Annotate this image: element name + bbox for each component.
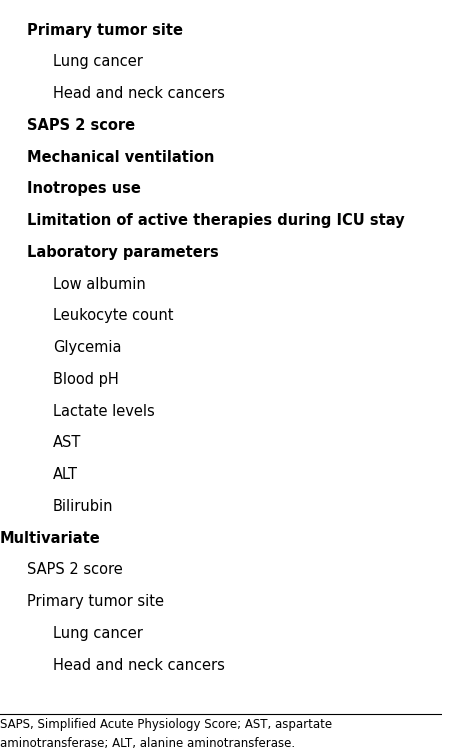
Text: Mechanical ventilation: Mechanical ventilation [27,150,214,165]
Text: Lung cancer: Lung cancer [53,626,143,641]
Text: aminotransferase; ALT, alanine aminotransferase.: aminotransferase; ALT, alanine aminotran… [0,737,295,750]
Text: Bilirubin: Bilirubin [53,499,113,514]
Text: Primary tumor site: Primary tumor site [27,23,182,38]
Text: Head and neck cancers: Head and neck cancers [53,658,225,673]
Text: Lung cancer: Lung cancer [53,54,143,70]
Text: SAPS 2 score: SAPS 2 score [27,118,135,133]
Text: Glycemia: Glycemia [53,340,121,355]
Text: Limitation of active therapies during ICU stay: Limitation of active therapies during IC… [27,213,404,228]
Text: SAPS, Simplified Acute Physiology Score; AST, aspartate: SAPS, Simplified Acute Physiology Score;… [0,718,332,731]
Text: SAPS 2 score: SAPS 2 score [27,562,122,578]
Text: Head and neck cancers: Head and neck cancers [53,86,225,101]
Text: ALT: ALT [53,467,78,482]
Text: Primary tumor site: Primary tumor site [27,594,164,609]
Text: Blood pH: Blood pH [53,372,119,387]
Text: AST: AST [53,435,82,451]
Text: Multivariate: Multivariate [0,531,101,546]
Text: Leukocyte count: Leukocyte count [53,308,173,324]
Text: Laboratory parameters: Laboratory parameters [27,245,218,260]
Text: Lactate levels: Lactate levels [53,404,155,419]
Text: Inotropes use: Inotropes use [27,181,140,197]
Text: Low albumin: Low albumin [53,277,146,292]
